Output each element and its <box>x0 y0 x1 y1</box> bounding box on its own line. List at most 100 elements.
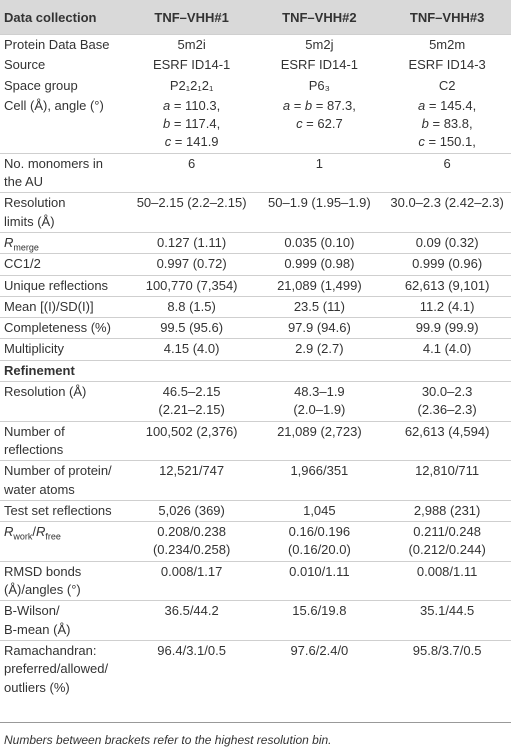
cell-text: b <box>421 116 429 132</box>
cell-text: a <box>163 97 171 113</box>
table-cell: a = 145.4, b = 83.8, c = 150.1, <box>383 96 511 153</box>
table-cell: 15.6/19.8 <box>255 600 384 641</box>
table-cell: 0.010/1.11 <box>255 560 384 601</box>
table-cell: 4.15 (4.0) <box>127 338 256 361</box>
table-cell: Cell (Å), angle (°) <box>0 96 128 153</box>
table-cell: 0.09 (0.32) <box>383 231 511 254</box>
table-cell: 48.3–1.9 (2.0–1.9) <box>255 381 384 422</box>
cell-text: P6₃ <box>308 77 330 93</box>
table-cell: 5m2i <box>127 34 256 56</box>
table-cell: 30.0–2.3 (2.42–2.3) <box>383 192 511 233</box>
table-cell: 0.035 (0.10) <box>255 231 384 254</box>
cell-text: B-mean (Å) <box>4 621 71 637</box>
table-cell: P2₁2₁2₁ <box>128 76 256 96</box>
cell-text: B-Wilson/ <box>4 603 60 619</box>
cell-text: 30.0–2.3 (2.42–2.3) <box>390 195 504 211</box>
cell-text: 62,613 (9,101) <box>404 277 490 293</box>
cell-text: Unique reflections <box>4 277 109 293</box>
table-cell: 96.4/3.1/0.5 <box>127 639 256 698</box>
table-cell: 1 <box>255 152 384 193</box>
cell-text: = 141.9 <box>171 134 219 150</box>
cell-text: 4.15 (4.0) <box>163 341 220 357</box>
cell-text: 15.6/19.8 <box>292 603 347 619</box>
table-cell: C2 <box>383 76 511 96</box>
cell-text: 8.8 (1.5) <box>167 298 216 314</box>
cell-text: 1,045 <box>303 502 336 518</box>
table-row: Refinement <box>0 359 511 382</box>
cell-text: / <box>32 524 37 540</box>
cell-text: 35.1/44.5 <box>420 603 475 619</box>
table-cell: Multiplicity <box>0 338 128 361</box>
cell-line: c = 150.1, <box>383 133 511 151</box>
table-row: Resolution limits (Å) 50–2.15 (2.2–2.15) 50… <box>0 192 511 233</box>
table-row: B-Wilson/B-mean (Å) 36.5/44.2 15.6/19.8 35.… <box>0 600 511 641</box>
cell-text: 5m2j <box>305 37 334 52</box>
cell-text: Space group <box>4 77 78 93</box>
cell-text: 0.999 (0.96) <box>412 256 483 272</box>
table-cell: 5,026 (369) <box>127 499 256 522</box>
table-cell: Number of reflections <box>0 420 128 461</box>
cell-text: ESRF ID14-1 <box>280 57 359 73</box>
cell-text: b <box>304 97 313 113</box>
cell-text: Refinement <box>4 362 75 378</box>
table-row: CC1/2 0.997 (0.72) 0.999 (0.98) 0.999 (0.96… <box>0 253 511 276</box>
cell-text: Protein Data Base <box>4 37 110 52</box>
cell-text: RMSD bonds <box>4 563 82 579</box>
header-cell: TNF–VHH#3 <box>383 0 511 35</box>
table-cell: Refinement <box>0 359 511 382</box>
cell-text: 5m2i <box>177 37 206 52</box>
table-row: Unique reflections 100,770 (7,354) 21,089 … <box>0 274 511 297</box>
cell-text: 50–2.15 (2.2–2.15) <box>136 195 247 211</box>
cell-text: 2.9 (2.7) <box>295 341 344 357</box>
table-cell: 0.999 (0.98) <box>255 253 384 276</box>
cell-text: limits (Å) <box>4 213 55 229</box>
table-cell: 100,770 (7,354) <box>127 274 256 297</box>
cell-text: 5,026 (369) <box>158 502 225 518</box>
cell-text: 62,613 (4,594) <box>404 423 490 439</box>
table-cell: Resolution (Å) <box>0 381 128 422</box>
cell-text: = 87.3, <box>312 97 356 113</box>
table-cell: 0.008/1.17 <box>127 560 256 601</box>
table-row: Cell (Å), angle (°) a = 110.3, b = 117.4, c… <box>0 96 511 153</box>
table-cell: 2,988 (231) <box>383 499 511 522</box>
cell-text: = 117.4, <box>170 116 221 132</box>
cell-text: a <box>418 97 426 113</box>
header-cell: TNF–VHH#2 <box>255 0 384 35</box>
table-cell: Source <box>0 55 128 75</box>
table-cell: 30.0–2.3 (2.36–2.3) <box>383 381 511 422</box>
table-cell: Test set reflections <box>0 499 128 522</box>
cell-text: merge <box>13 242 39 253</box>
cell-text: 0.208/0.238 <box>157 524 226 540</box>
cell-text: = 150.1, <box>424 134 476 150</box>
table-cell: RMSD bonds (Å)/angles (°) <box>0 560 128 601</box>
table-cell: 100,502 (2,376) <box>127 420 256 461</box>
cell-text: ESRF ID14-1 <box>152 57 231 73</box>
table-row: Space group P2₁2₁2₁ P6₃ C2 <box>0 76 511 96</box>
table-cell: 8.8 (1.5) <box>127 295 256 318</box>
table-row: RMSD bonds (Å)/angles (°) 0.008/1.17 0.010/… <box>0 560 511 601</box>
cell-text: C2 <box>438 77 456 93</box>
table-row: Number of reflections 100,502 (2,376) 21,08… <box>0 420 511 461</box>
cell-text: Resolution <box>4 195 66 211</box>
table-cell: 5m2j <box>255 34 384 56</box>
cell-text: free <box>45 531 61 542</box>
table-cell: Protein Data Base <box>0 34 128 56</box>
cell-text: 0.010/1.11 <box>289 563 350 579</box>
cell-line: c = 141.9 <box>128 133 256 151</box>
cell-text: Resolution (Å) <box>4 384 87 400</box>
table-cell: ESRF ID14-1 <box>256 55 384 75</box>
table-cell: 0.127 (1.11) <box>127 231 256 254</box>
cell-text: 11.2 (4.1) <box>419 298 475 314</box>
table-cell: 35.1/44.5 <box>383 600 511 641</box>
table-cell: Completeness (%) <box>0 317 128 339</box>
cell-text: Mean [(I)/SD(I)] <box>4 298 94 314</box>
table-cell: 95.8/3.7/0.5 <box>383 639 511 698</box>
cell-line: a = 110.3, <box>128 97 256 115</box>
cell-text: 0.16/0.196 <box>288 524 351 540</box>
table-cell: CC1/2 <box>0 253 128 276</box>
table-cell: B-Wilson/B-mean (Å) <box>0 600 128 641</box>
cell-text: 100,502 (2,376) <box>145 423 238 439</box>
table-row: Resolution (Å) 46.5–2.15 (2.21–2.15) 48.3–1… <box>0 381 511 422</box>
cell-text: Ramachandran: <box>4 642 97 658</box>
table-cell: ESRF ID14-1 <box>128 55 256 75</box>
